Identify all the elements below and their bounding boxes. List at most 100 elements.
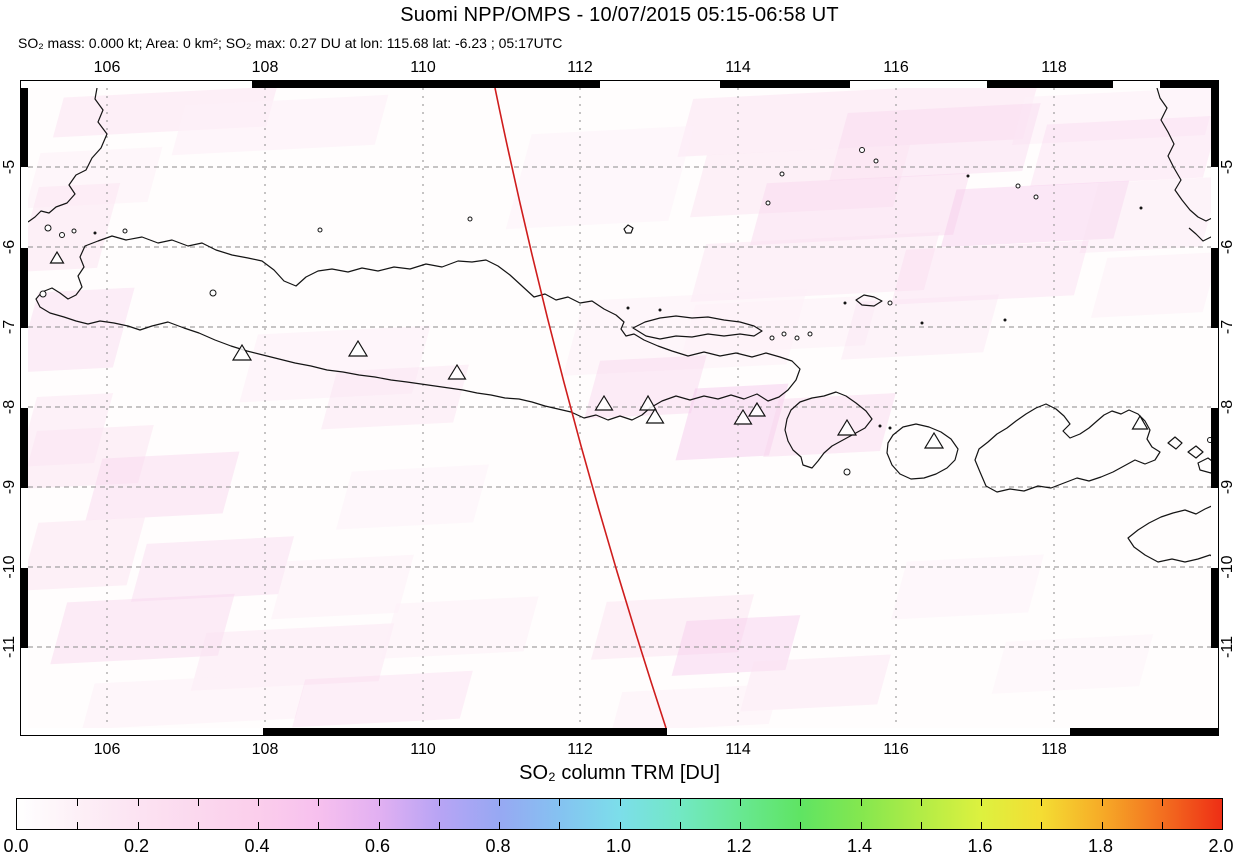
coastline-sumatra bbox=[28, 88, 108, 223]
colorbar-minor-tick bbox=[920, 799, 922, 806]
colorbar-minor-tick bbox=[197, 799, 199, 806]
island-dot bbox=[888, 426, 892, 430]
map-overlay-svg bbox=[28, 88, 1211, 728]
colorbar-minor-tick bbox=[679, 799, 681, 806]
colorbar-minor-tick bbox=[499, 822, 500, 829]
lon-tick-label: 114 bbox=[725, 59, 751, 76]
island-dot bbox=[71, 228, 77, 234]
colorbar-minor-tick bbox=[1161, 822, 1163, 829]
island-dot bbox=[807, 331, 813, 337]
colorbar-minor-tick bbox=[800, 822, 802, 829]
colorbar bbox=[16, 798, 1223, 830]
islands-komodo-cluster bbox=[1167, 436, 1211, 474]
island-dot bbox=[1207, 437, 1211, 443]
lat-tick-label: -8 bbox=[1219, 399, 1236, 415]
island-dot bbox=[626, 306, 630, 310]
colorbar-minor-tick bbox=[1041, 799, 1043, 806]
coastline-madura bbox=[632, 315, 763, 340]
volcano-triangle-marker bbox=[447, 363, 467, 380]
lon-tick-label: 118 bbox=[1041, 741, 1067, 758]
colorbar-minor-tick bbox=[740, 822, 741, 829]
volcano-triangle-marker bbox=[733, 408, 753, 425]
colorbar-tick-label: 0.4 bbox=[244, 836, 270, 855]
island-dot bbox=[93, 231, 97, 235]
island-dot bbox=[765, 200, 771, 206]
island-dot bbox=[794, 335, 800, 341]
colorbar-minor-tick bbox=[378, 822, 380, 829]
so2-summary-annotation: SO₂ mass: 0.000 kt; Area: 0 km²; SO₂ max… bbox=[18, 35, 563, 51]
island-dot bbox=[39, 290, 47, 298]
volcano-triangle-marker bbox=[231, 343, 253, 361]
volcano-triangle-marker bbox=[645, 407, 665, 424]
colorbar-minor-tick bbox=[981, 799, 982, 806]
lat-tick-label: -7 bbox=[1, 319, 18, 335]
zebra-border-bottom bbox=[21, 727, 1218, 735]
colorbar-minor-tick bbox=[619, 799, 621, 806]
lat-tick-label: -11 bbox=[1, 636, 18, 658]
island-dot bbox=[209, 289, 217, 297]
lon-tick-label: 108 bbox=[251, 741, 279, 758]
coastline-sumbawa bbox=[974, 403, 1161, 493]
colorbar-tick-label: 1.8 bbox=[1087, 836, 1114, 855]
small-island-dots bbox=[39, 147, 1211, 476]
island-dot bbox=[878, 424, 882, 428]
colorbar-minor-tick bbox=[1041, 822, 1043, 829]
island-dot bbox=[920, 321, 924, 325]
lon-tick-label: 118 bbox=[1041, 59, 1067, 76]
colorbar-title: SO₂ column TRM [DU] bbox=[519, 762, 720, 784]
colorbar-minor-tick bbox=[740, 799, 741, 806]
colorbar-minor-tick bbox=[77, 799, 79, 806]
lon-tick-label: 116 bbox=[883, 59, 909, 76]
island-dot bbox=[44, 224, 52, 232]
island-dot bbox=[467, 216, 473, 222]
colorbar-minor-tick bbox=[860, 822, 862, 829]
lat-tick-label: -10 bbox=[1219, 555, 1236, 579]
colorbar-tick-label: 0.6 bbox=[364, 836, 391, 855]
island-dot bbox=[887, 300, 893, 306]
island-dot bbox=[779, 171, 785, 177]
colorbar-minor-tick bbox=[258, 799, 259, 806]
map-plot-area bbox=[28, 88, 1211, 728]
lon-tick-label: 110 bbox=[410, 741, 436, 758]
colorbar-minor-tick bbox=[318, 799, 320, 806]
island-dot bbox=[317, 227, 323, 233]
volcano-triangle-marker bbox=[747, 401, 767, 417]
colorbar-minor-tick bbox=[137, 822, 139, 829]
island-dot bbox=[1003, 318, 1007, 322]
colorbar-tick-label: 1.4 bbox=[846, 836, 873, 855]
island-dot bbox=[781, 331, 787, 337]
lat-tick-label: -5 bbox=[1219, 159, 1236, 175]
volcano-triangle-marker bbox=[923, 431, 945, 449]
colorbar-minor-tick bbox=[318, 822, 320, 829]
colorbar-tick-label: 1.2 bbox=[726, 836, 752, 855]
island-bawean bbox=[623, 224, 634, 234]
colorbar-minor-tick bbox=[800, 799, 802, 806]
colorbar-minor-tick bbox=[559, 799, 561, 806]
lat-tick-label: -9 bbox=[1, 479, 18, 495]
lat-tick-label: -7 bbox=[1219, 319, 1236, 335]
coastline-sumba bbox=[1127, 505, 1211, 563]
colorbar-minor-tick bbox=[258, 822, 259, 829]
colorbar-minor-tick bbox=[619, 822, 621, 829]
volcano-markers bbox=[49, 250, 1149, 449]
lat-tick-label: -6 bbox=[1219, 239, 1236, 255]
island-dot bbox=[59, 232, 65, 238]
colorbar-minor-tick bbox=[1101, 799, 1103, 806]
volcano-triangle-marker bbox=[49, 250, 65, 264]
lat-tick-label: -11 bbox=[1219, 636, 1236, 658]
island-kangean bbox=[855, 294, 883, 307]
lon-tick-label: 110 bbox=[410, 59, 436, 76]
colorbar-minor-tick bbox=[197, 822, 199, 829]
colorbar-minor-tick bbox=[499, 799, 500, 806]
island-dot bbox=[873, 158, 879, 164]
colorbar-minor-tick bbox=[920, 822, 922, 829]
lon-tick-label: 116 bbox=[883, 741, 909, 758]
island-dot bbox=[843, 468, 851, 476]
lon-tick-label: 112 bbox=[567, 59, 593, 76]
colorbar-tick-label: 2.0 bbox=[1208, 836, 1234, 855]
lon-tick-label: 106 bbox=[93, 741, 121, 758]
colorbar-minor-tick bbox=[1161, 799, 1163, 806]
coastline-java bbox=[35, 235, 801, 421]
coastline-lombok bbox=[886, 423, 959, 480]
